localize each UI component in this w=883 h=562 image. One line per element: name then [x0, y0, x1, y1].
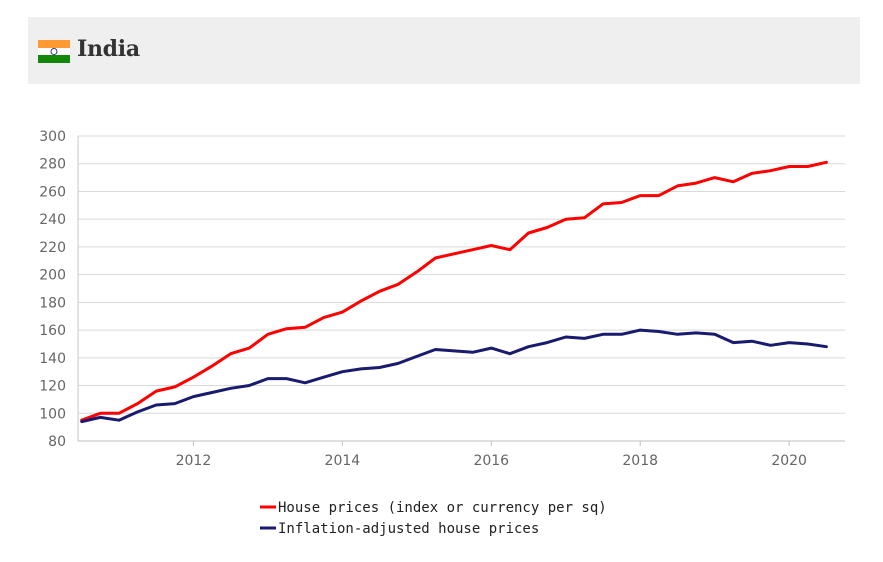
x-tick-label: 2020 [771, 453, 807, 469]
series-line-1 [80, 160, 828, 422]
x-tick-label: 2016 [473, 453, 509, 469]
y-tick-label: 240 [39, 212, 66, 228]
axes [77, 136, 845, 442]
legend-label: Inflation-adjusted house prices [278, 521, 539, 537]
x-axis-ticks: 2012 2014 2016 2018 2020 [176, 441, 807, 469]
series-line-2 [80, 328, 828, 424]
y-tick-label: 220 [39, 240, 66, 256]
y-tick-label: 160 [39, 323, 66, 339]
y-tick-label: 300 [39, 129, 66, 145]
x-tick-label: 2012 [176, 453, 212, 469]
legend: House prices (index or currency per sq) I… [260, 500, 607, 537]
y-axis-ticks: 80 100 120 140 160 180 200 220 240 260 280 300 [39, 129, 66, 450]
y-tick-label: 180 [39, 295, 66, 311]
series-lines [80, 160, 828, 424]
y-tick-label: 200 [39, 268, 66, 284]
y-tick-label: 140 [39, 351, 66, 367]
legend-label: House prices (index or currency per sq) [278, 500, 607, 516]
y-tick-label: 260 [39, 184, 66, 200]
chart-header: India [28, 17, 860, 84]
y-tick-label: 100 [39, 406, 66, 422]
india-flag-icon [38, 40, 70, 63]
page-title: India [77, 36, 140, 62]
x-tick-label: 2014 [325, 453, 361, 469]
x-tick-label: 2018 [622, 453, 658, 469]
grid-lines [78, 135, 845, 442]
y-tick-label: 80 [48, 434, 66, 450]
y-tick-label: 120 [39, 379, 66, 395]
y-tick-label: 280 [39, 157, 66, 173]
